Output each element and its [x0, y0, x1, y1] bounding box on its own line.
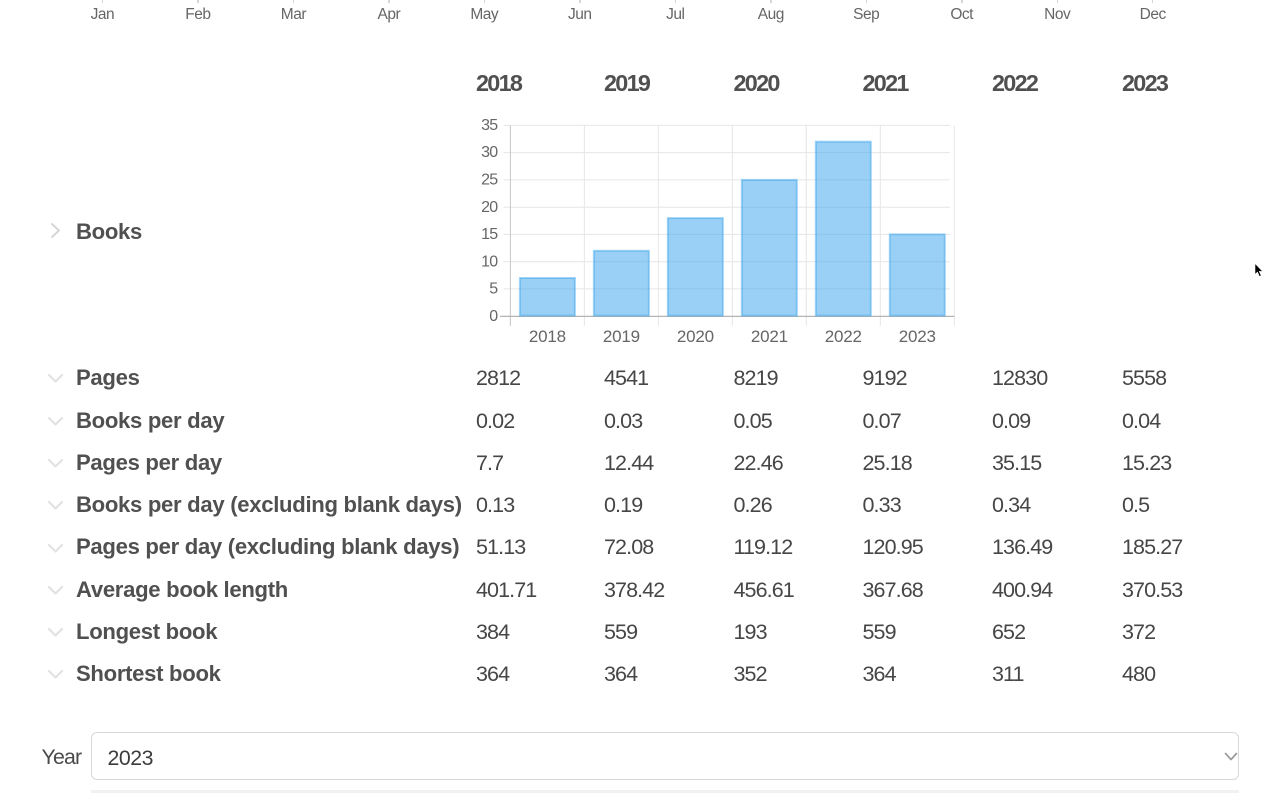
svg-text:0: 0 — [489, 308, 498, 325]
svg-text:2018: 2018 — [529, 327, 566, 346]
svg-text:25: 25 — [481, 172, 498, 189]
svg-text:2020: 2020 — [677, 327, 714, 346]
svg-text:2021: 2021 — [751, 327, 788, 346]
svg-text:2019: 2019 — [603, 327, 640, 346]
svg-text:15: 15 — [481, 226, 498, 243]
svg-text:2023: 2023 — [899, 327, 936, 346]
svg-text:5: 5 — [489, 281, 498, 298]
svg-text:10: 10 — [481, 253, 498, 270]
svg-text:30: 30 — [481, 144, 498, 161]
svg-text:2022: 2022 — [825, 327, 862, 346]
svg-text:20: 20 — [481, 199, 498, 216]
svg-text:35: 35 — [481, 117, 498, 134]
